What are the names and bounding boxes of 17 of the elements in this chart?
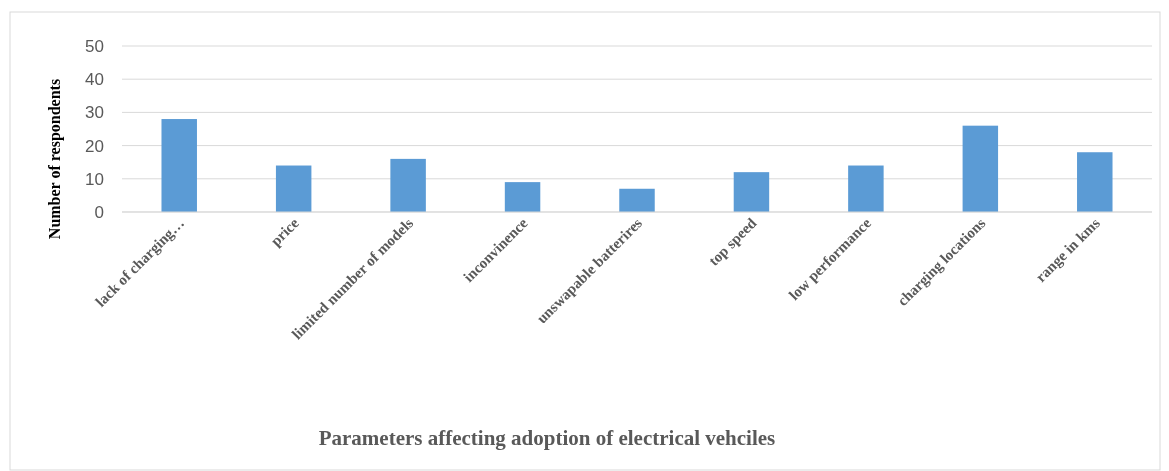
bar (619, 188, 655, 212)
text: Parameters affecting adoption of electrical vehciles (318, 426, 776, 450)
y-tick-label: 40 (85, 70, 104, 90)
bar (275, 165, 312, 212)
bar (1077, 152, 1113, 212)
y-tick-label: 10 (85, 169, 104, 189)
y-tick-label: 30 (85, 103, 104, 123)
bar (504, 182, 541, 212)
bar (161, 119, 197, 212)
bar (390, 158, 426, 212)
y-tick-label: 20 (85, 136, 104, 156)
bar (848, 165, 884, 212)
y-tick-label: 0 (94, 202, 104, 222)
bar (962, 125, 999, 212)
y-axis-title: Number of respondents (46, 78, 64, 240)
bar (733, 172, 770, 212)
y-tick-label: 50 (85, 36, 104, 56)
